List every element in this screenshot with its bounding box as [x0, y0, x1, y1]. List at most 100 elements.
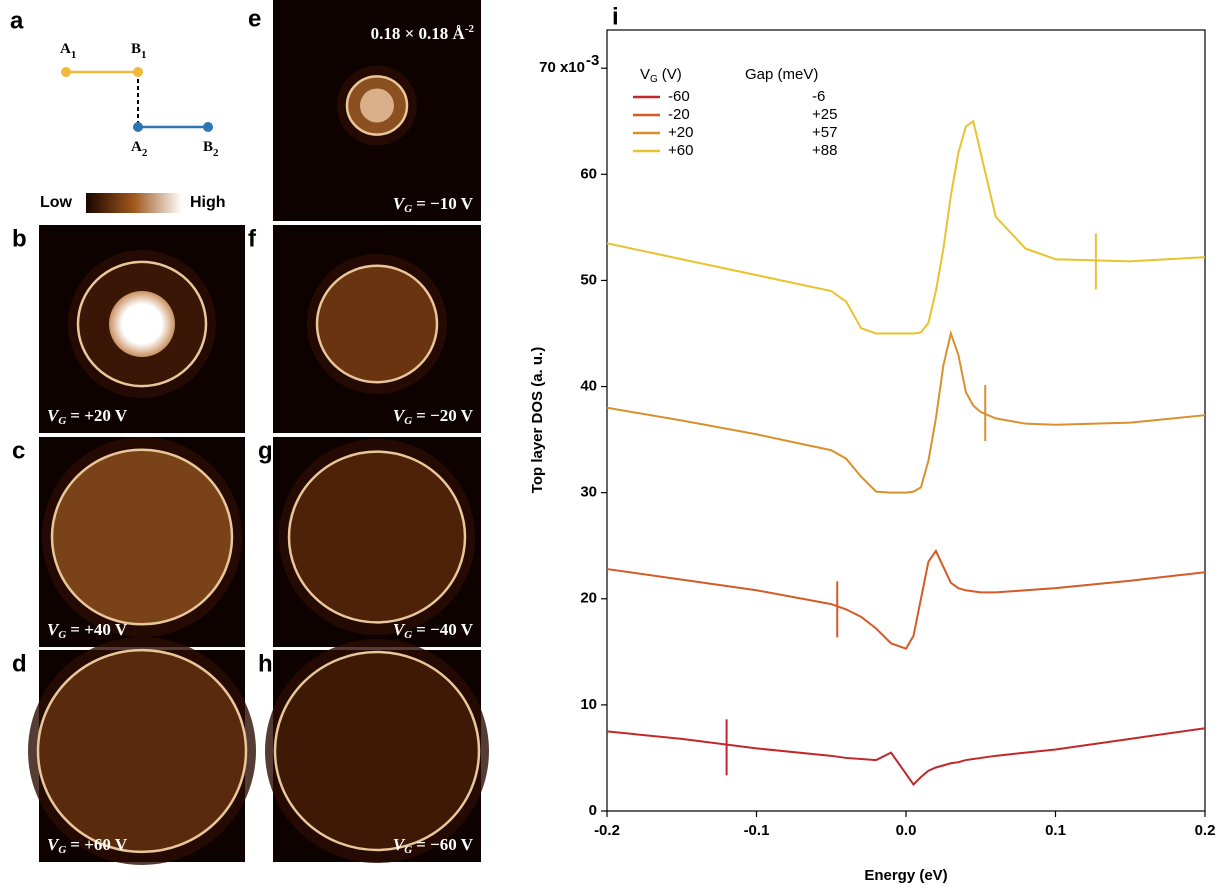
gate-symbol: V — [393, 835, 406, 854]
y-tick-label: 50 — [580, 271, 597, 288]
series-line — [606, 329, 1206, 494]
panel-letter: a — [10, 7, 24, 34]
site-label: B2 — [203, 139, 219, 158]
map-label: VG = +20 V — [47, 406, 128, 427]
gate-value: = −10 V — [416, 194, 474, 213]
legend-label: +20 — [668, 124, 693, 141]
x-axis-label: Energy (eV) — [864, 867, 947, 884]
map-interior — [289, 451, 465, 623]
colorbar-high: High — [190, 194, 226, 211]
gate-value: = +60 V — [70, 835, 128, 854]
y-axis-label: Top layer DOS (a. u.) — [529, 347, 546, 493]
site-label: A1 — [60, 41, 76, 60]
gate-subscript: G — [58, 629, 66, 641]
plot-frame — [606, 29, 1206, 812]
panel-letter: e — [248, 5, 261, 32]
x-tick-label: -0.2 — [594, 822, 620, 839]
legend-label: +60 — [668, 142, 693, 159]
gate-value: = −20 V — [416, 406, 474, 425]
map-label: VG = +60 V — [47, 835, 128, 856]
y-tick-label: 30 — [580, 484, 597, 501]
legend-header: Gap (meV) — [745, 66, 818, 83]
legend-gap: +57 — [812, 124, 837, 141]
map-label: VG = −60 V — [393, 835, 474, 856]
panel-letter: g — [258, 437, 273, 464]
series-line — [606, 119, 1206, 335]
x-tick-label: 0.2 — [1195, 822, 1216, 839]
map-ring — [273, 650, 481, 852]
y-tick-label: 20 — [580, 590, 597, 607]
gate-value: = −60 V — [416, 835, 474, 854]
panel-letter: i — [612, 3, 619, 30]
map-ring — [76, 260, 208, 388]
legend-gap: +88 — [812, 142, 837, 159]
map-ring — [287, 450, 467, 624]
panel-letter: c — [12, 437, 25, 464]
panel-letter: d — [12, 650, 27, 677]
map-ring — [315, 264, 439, 384]
map-label: VG = +40 V — [47, 620, 128, 641]
colorbar-low: Low — [40, 194, 73, 211]
legend-gap: +25 — [812, 106, 837, 123]
x-tick-label: 0.0 — [896, 822, 917, 839]
panel-letter: b — [12, 225, 27, 252]
map-core — [360, 88, 394, 123]
y-tick-label: 10 — [580, 696, 597, 713]
gate-value: = +20 V — [70, 406, 128, 425]
y-tick-label: 60 — [580, 165, 597, 182]
site — [133, 67, 143, 77]
map-interior — [317, 265, 437, 383]
series-line — [606, 549, 1206, 650]
scale-label: 0.18 × 0.18 Å-2 — [371, 23, 475, 43]
gate-symbol: V — [393, 620, 406, 639]
gate-symbol: V — [393, 406, 406, 425]
gate-subscript: G — [404, 203, 412, 215]
map-label: VG = −20 V — [393, 406, 474, 427]
map-interior — [275, 652, 479, 850]
legend-gap: -6 — [812, 88, 825, 105]
scale-text: 0.18 × 0.18 Å — [371, 24, 466, 43]
plot: 0 10 20 30 40 50 60 70 x10 -3 -0.2 -0.1 0.0 0.1 0.2 -6… — [539, 52, 1215, 839]
panel-letter: h — [258, 650, 273, 677]
map-ring — [345, 75, 409, 136]
gate-symbol: V — [47, 620, 60, 639]
colorbar — [86, 193, 182, 213]
gate-subscript: G — [404, 629, 412, 641]
x-tick-label: -0.1 — [744, 822, 770, 839]
y-tick-label: 0 — [589, 802, 597, 819]
site-label: B1 — [131, 41, 147, 60]
gate-symbol: V — [393, 194, 406, 213]
gate-subscript: G — [58, 415, 66, 427]
y-tick-label: 70 x10 — [539, 59, 585, 76]
series-line — [606, 727, 1206, 787]
gate-value: = −40 V — [416, 620, 474, 639]
scale-exponent: -2 — [465, 23, 475, 35]
map-interior — [52, 449, 232, 625]
map-interior — [38, 650, 246, 852]
gate-symbol: V — [47, 406, 60, 425]
gate-value: = +40 V — [70, 620, 128, 639]
site — [203, 122, 213, 132]
gate-subscript: G — [58, 844, 66, 856]
legend-label: -20 — [668, 106, 690, 123]
y-tick-label: 40 — [580, 378, 597, 395]
y-tick-exponent: -3 — [586, 52, 599, 69]
map-blob — [109, 291, 175, 357]
legend-label: -60 — [668, 88, 690, 105]
gate-subscript: G — [404, 844, 412, 856]
gate-subscript: G — [404, 415, 412, 427]
panel-letter: f — [248, 225, 257, 252]
map-label: VG = −40 V — [393, 620, 474, 641]
map-ring — [36, 648, 248, 854]
map-label: VG = −10 V — [393, 194, 474, 215]
site — [133, 122, 143, 132]
site-label: A2 — [131, 139, 148, 158]
gate-symbol: V — [47, 835, 60, 854]
site — [61, 67, 71, 77]
x-tick-label: 0.1 — [1045, 822, 1066, 839]
legend-header: VG (V) — [640, 66, 682, 85]
map-ring — [50, 448, 234, 626]
